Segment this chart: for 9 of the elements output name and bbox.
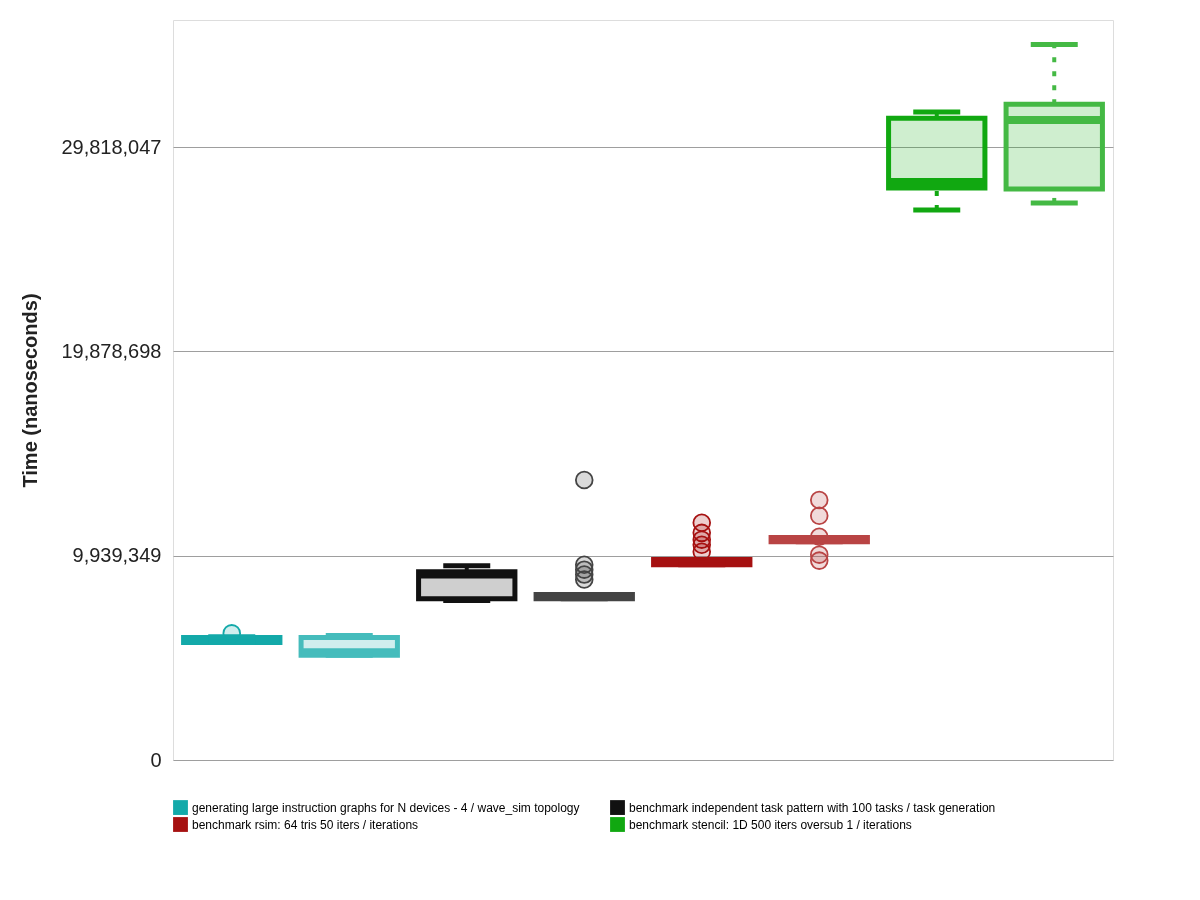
- legend-label: benchmark rsim: 64 tris 50 iters / iterations: [192, 817, 419, 832]
- y-tick-label: 19,878,698: [61, 339, 162, 362]
- legend-label: benchmark independent task pattern with 100 tasks / task generation: [629, 800, 996, 815]
- legend-label: benchmark stencil: 1D 500 iters oversub 1 / iterations: [629, 817, 912, 832]
- y-tick-label: 0: [150, 748, 162, 771]
- y-axis-title: Time (nanoseconds): [19, 293, 42, 488]
- y-tick-label: 29,818,047: [61, 135, 162, 158]
- y-tick-label: 9,939,349: [72, 544, 162, 567]
- legend-label: generating large instruction graphs for N devices - 4 / wave_sim topology: [192, 800, 580, 815]
